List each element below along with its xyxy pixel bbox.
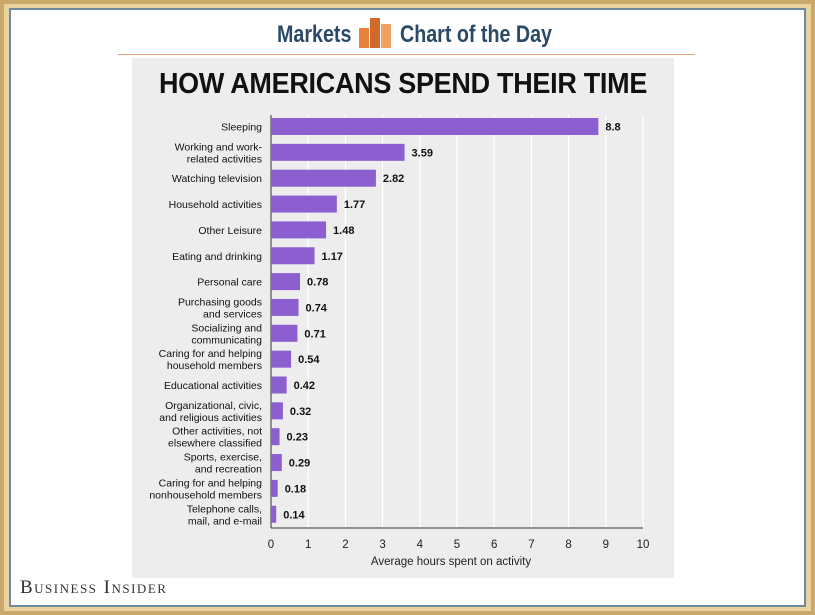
- category-label: Other Leisure: [198, 225, 262, 237]
- category-label-line: Working and work-: [175, 141, 263, 153]
- category-label-line: Personal care: [197, 277, 262, 289]
- bar-chart-logo-icon: [359, 18, 391, 48]
- bar-value-label: 8.8: [605, 122, 620, 134]
- category-label-line: mail, and e-mail: [188, 515, 262, 527]
- bar-value-label: 1.48: [333, 225, 354, 237]
- x-tick-label: 8: [565, 539, 571, 551]
- business-insider-logo: Business Insider: [20, 577, 168, 598]
- bar: [271, 428, 280, 446]
- bar: [271, 376, 287, 394]
- category-label-line: Household activities: [169, 199, 262, 211]
- category-label: Telephone calls, mail, and e-mail: [187, 503, 262, 527]
- bar-value-label: 0.78: [307, 277, 328, 289]
- x-tick-label: 10: [637, 539, 650, 551]
- x-tick-label: 6: [491, 539, 497, 551]
- bar: [271, 350, 292, 368]
- category-label: Other activities, not elsewhere classifie…: [168, 426, 262, 450]
- category-label-line: Sports, exercise,: [184, 452, 262, 464]
- x-tick-label: 5: [454, 539, 460, 551]
- bar: [271, 273, 301, 291]
- category-label-line: Sleeping: [221, 122, 262, 134]
- x-axis-title: Average hours spent on activity: [371, 556, 531, 568]
- bar: [271, 298, 299, 316]
- category-label: Sleeping: [221, 122, 262, 134]
- category-label: Educational activities: [164, 380, 262, 392]
- bar: [271, 479, 278, 497]
- bar: [271, 454, 282, 472]
- category-label: Working and work-related activities: [175, 141, 263, 165]
- bar-value-label: 3.59: [412, 147, 433, 159]
- category-label-line: Caring for and helping: [159, 348, 262, 360]
- category-label-line: Educational activities: [164, 380, 262, 392]
- category-label-line: communicating: [191, 334, 262, 346]
- bar-value-label: 0.42: [294, 380, 315, 392]
- category-label: Personal care: [197, 277, 262, 289]
- bar: [271, 169, 376, 187]
- bar: [271, 221, 327, 239]
- bar-value-label: 1.17: [322, 251, 343, 263]
- category-label-line: household members: [167, 360, 262, 372]
- category-label: Caring for and helping household members: [159, 348, 262, 372]
- category-label-line: Watching television: [172, 173, 262, 185]
- category-label-line: Eating and drinking: [172, 251, 262, 263]
- header-markets-label: Markets: [277, 21, 352, 48]
- x-tick-label: 0: [268, 539, 274, 551]
- chart-title: HOW AMERICANS SPEND THEIR TIME: [158, 68, 648, 100]
- header-chart-of-the-day-label: Chart of the Day: [400, 21, 552, 48]
- x-tick-label: 7: [528, 539, 534, 551]
- category-label-line: Caring for and helping: [159, 477, 262, 489]
- x-tick-label: 2: [342, 539, 348, 551]
- category-label: Sports, exercise, and recreation: [184, 452, 262, 476]
- bar: [271, 402, 283, 420]
- bar-value-label: 0.23: [287, 432, 308, 444]
- bar-value-label: 0.14: [283, 509, 305, 521]
- category-label-line: Other Leisure: [198, 225, 262, 237]
- category-label: Household activities: [169, 199, 262, 211]
- category-label-line: and religious activities: [159, 412, 262, 424]
- category-label-line: Socializing and: [191, 322, 262, 334]
- category-label-line: Other activities, not: [172, 426, 262, 438]
- category-label: Purchasing goods and services: [178, 296, 262, 320]
- bar-value-label: 2.82: [383, 173, 404, 185]
- category-label-line: Purchasing goods: [178, 296, 262, 308]
- bar: [271, 195, 337, 213]
- bar-value-label: 0.32: [290, 406, 311, 418]
- category-label-line: nonhousehold members: [149, 489, 262, 501]
- x-tick-label: 9: [603, 539, 609, 551]
- category-label-line: and recreation: [195, 464, 262, 476]
- bar-value-label: 0.74: [306, 302, 328, 314]
- bar-value-label: 0.18: [285, 483, 306, 495]
- category-label-line: related activities: [187, 153, 262, 165]
- x-tick-label: 4: [417, 539, 424, 551]
- bar: [271, 143, 405, 161]
- category-label: Organizational, civic, and religious acti…: [159, 400, 262, 424]
- header-divider: [118, 54, 695, 55]
- bar: [271, 118, 599, 135]
- x-tick-label: 1: [305, 539, 311, 551]
- category-label-line: elsewhere classified: [168, 438, 262, 450]
- category-label: Watching television: [172, 173, 262, 185]
- category-label: Socializing and communicating: [191, 322, 262, 346]
- category-label-line: Organizational, civic,: [165, 400, 262, 412]
- bar: [271, 247, 315, 265]
- category-label: Caring for and helping nonhousehold membe…: [149, 477, 262, 501]
- category-label-line: Telephone calls,: [187, 503, 262, 515]
- bar: [271, 505, 277, 523]
- bar-value-label: 0.29: [289, 458, 310, 470]
- category-label-line: and services: [203, 308, 262, 320]
- category-label: Eating and drinking: [172, 251, 262, 263]
- bar: [271, 324, 298, 342]
- bar-value-label: 0.71: [304, 328, 325, 340]
- x-tick-label: 3: [379, 539, 385, 551]
- bar-value-label: 1.77: [344, 199, 365, 211]
- bar-value-label: 0.54: [298, 354, 320, 366]
